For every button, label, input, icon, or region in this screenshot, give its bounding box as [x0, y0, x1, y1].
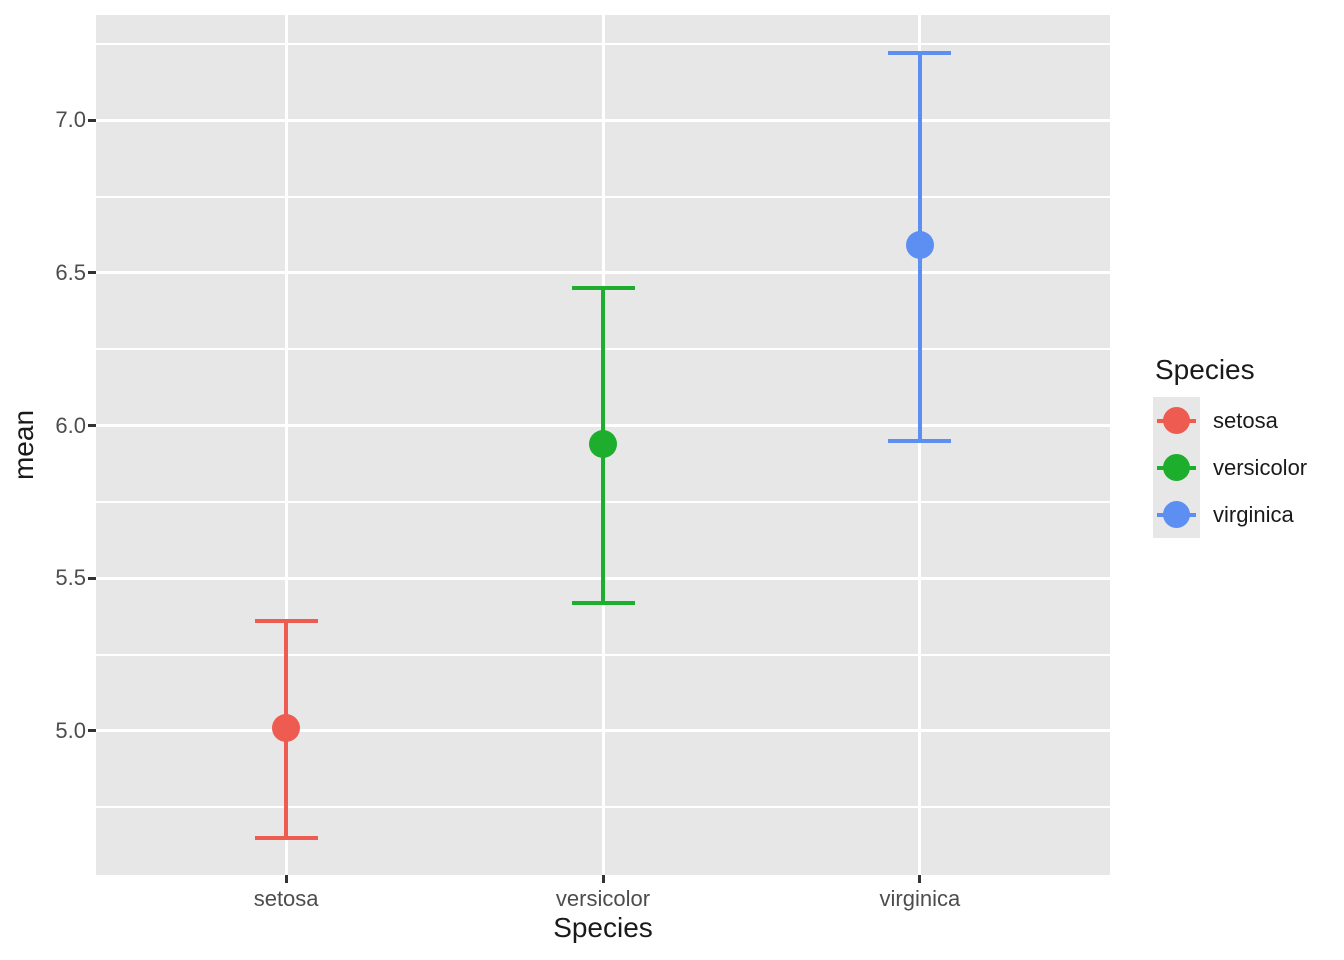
legend-label-setosa: setosa [1213, 407, 1278, 433]
point-setosa [272, 713, 301, 742]
legend-key-virginica [1153, 491, 1200, 538]
legend-key-setosa [1153, 397, 1200, 444]
errorbar-cap-top-versicolor [571, 286, 635, 291]
y-tick-label: 5.0 [55, 717, 86, 743]
y-tick-mark [88, 729, 96, 733]
errorbar-cap-bottom-setosa [254, 835, 318, 840]
x-tick-label-setosa: setosa [253, 886, 319, 911]
x-tick-mark [284, 875, 288, 883]
x-tick-label-versicolor: versicolor [555, 886, 651, 911]
y-tick-mark [88, 424, 96, 428]
gridline-major-x [918, 15, 922, 875]
legend-item-virginica: virginica [1153, 491, 1307, 538]
y-tick-label: 7.0 [55, 107, 86, 133]
y-tick-label: 5.5 [55, 565, 86, 591]
errorbar-cap-bottom-virginica [888, 438, 952, 443]
legend: Species setosa versicolor virginica [1153, 356, 1307, 538]
y-tick-mark [88, 576, 96, 580]
legend-point-icon [1163, 501, 1190, 528]
plot-panel [96, 15, 1110, 875]
gridline-major-x [284, 15, 288, 875]
legend-point-icon [1163, 454, 1190, 481]
y-tick-mark [88, 118, 96, 122]
errorbar-cap-top-virginica [888, 51, 952, 56]
y-tick-label: 6.5 [55, 259, 86, 285]
legend-label-versicolor: versicolor [1213, 454, 1308, 480]
y-axis-title: mean [8, 409, 39, 481]
errorbar-cap-bottom-versicolor [571, 600, 635, 605]
legend-items: setosa versicolor virginica [1153, 397, 1307, 538]
x-tick-mark [601, 875, 605, 883]
x-axis-title: Species [553, 912, 653, 943]
legend-item-setosa: setosa [1153, 397, 1307, 444]
errorbar-cap-top-setosa [254, 618, 318, 623]
point-versicolor [589, 429, 617, 458]
y-tick-label: 6.0 [55, 412, 86, 438]
x-tick-label-virginica: virginica [879, 886, 961, 911]
legend-label-virginica: virginica [1213, 501, 1294, 527]
point-virginica [905, 231, 934, 260]
legend-title: Species [1155, 354, 1255, 385]
legend-point-icon [1163, 407, 1190, 434]
legend-item-versicolor: versicolor [1153, 444, 1307, 491]
x-tick-mark [918, 875, 922, 883]
y-tick-mark [88, 271, 96, 275]
legend-key-versicolor [1153, 444, 1200, 491]
